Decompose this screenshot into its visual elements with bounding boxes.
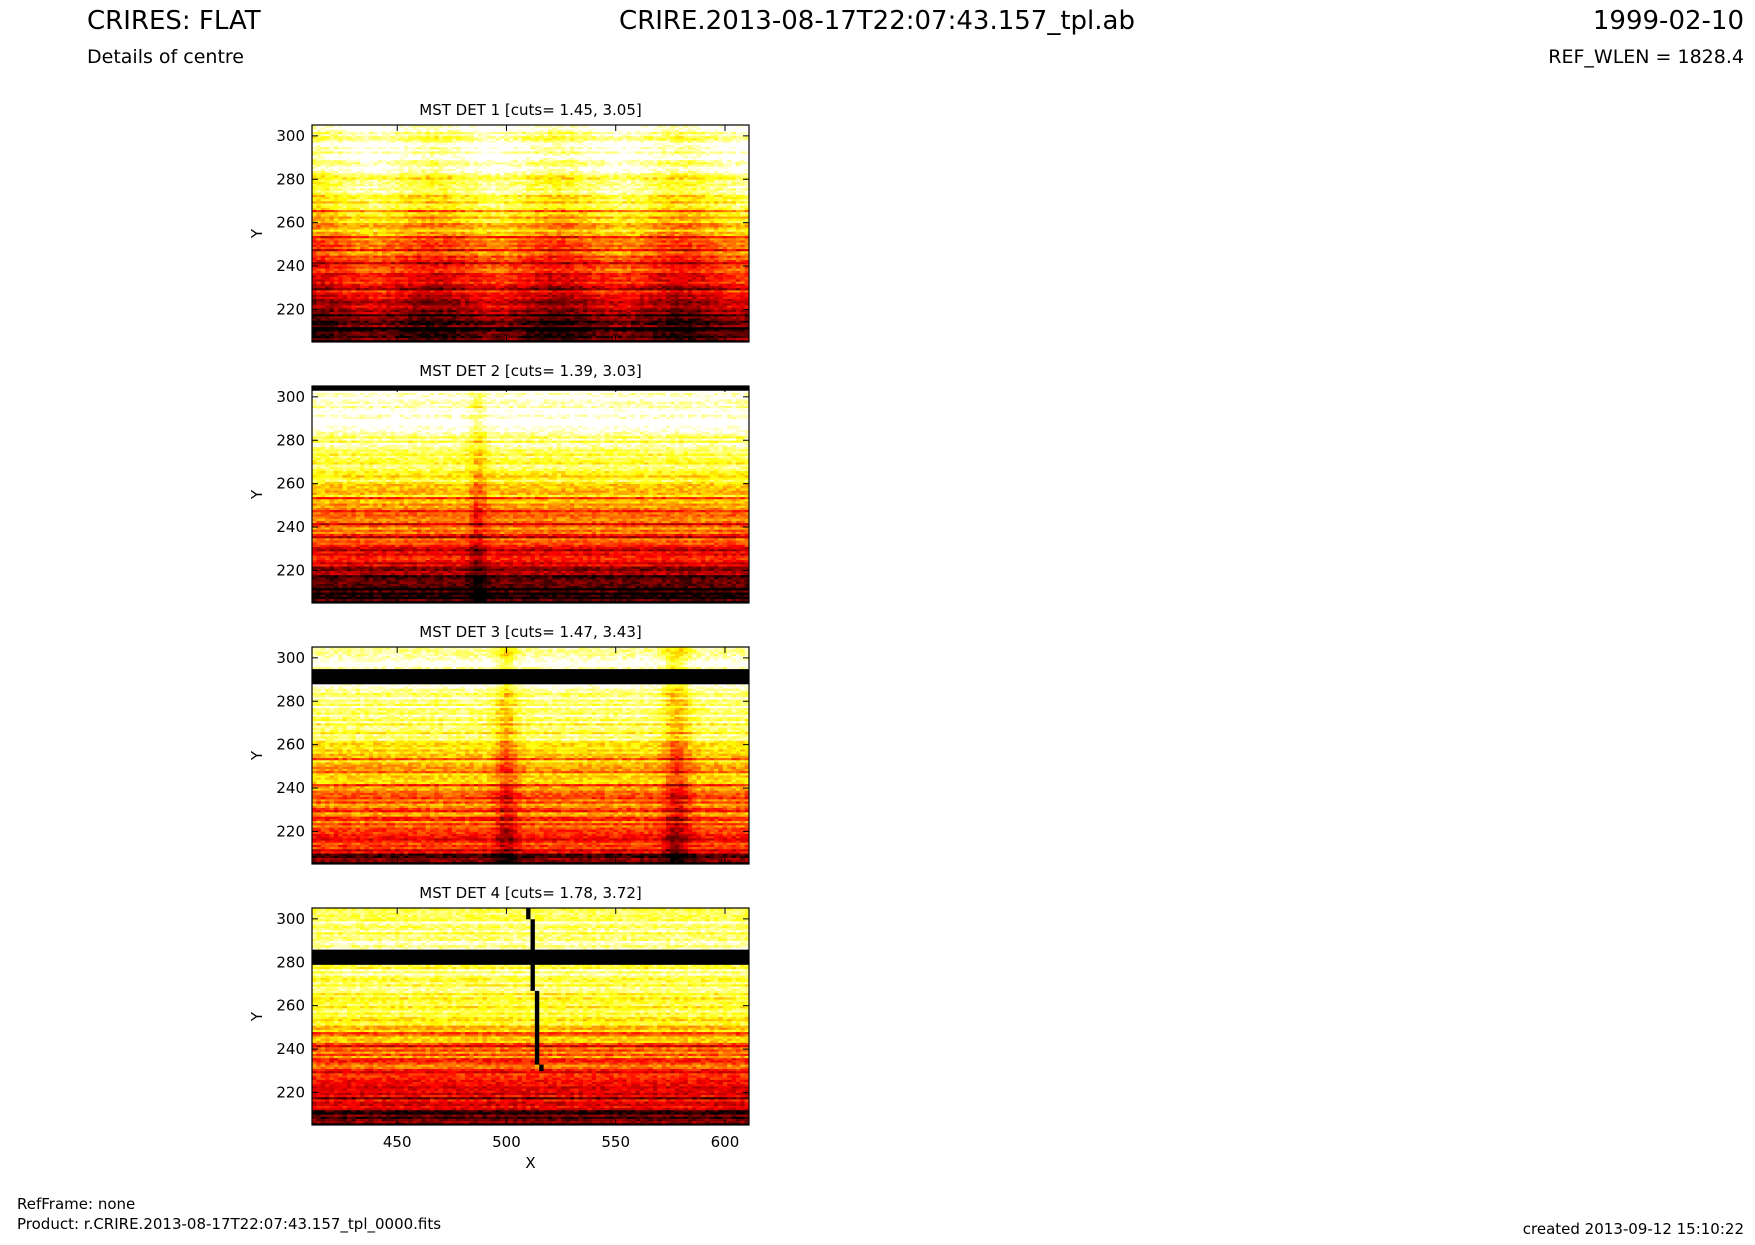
panel-title-3: MST DET 3 [cuts= 1.47, 3.43] [419,623,642,641]
y-tick-label: 280 [276,431,305,449]
y-tick-label: 260 [276,997,305,1015]
footer-refframe: RefFrame: none [17,1195,135,1213]
plot-frame-1 [311,124,750,343]
x-tick-label: 500 [492,1133,521,1151]
footer-created: created 2013-09-12 15:10:22 [1523,1220,1744,1238]
y-tick-label: 300 [276,910,305,928]
plot-frame-3 [311,646,750,865]
y-tick-label: 240 [276,518,305,536]
frame-name: CRIRE.2013-08-17T22:07:43.157_tpl.ab [619,6,1135,36]
x-tick-label: 450 [383,1133,412,1151]
heatmap-image-2 [312,386,750,604]
y-tick-label: 260 [276,736,305,754]
heatmap-image-4 [312,908,750,1126]
y-tick-label: 300 [276,388,305,406]
y-axis-label: Y [248,228,266,239]
y-tick-label: 220 [276,561,305,579]
y-tick-label: 220 [276,822,305,840]
detector-panel-4: 220 240 260 280 300 450 500 550 600 MST DET 4 [cu… [248,884,750,1172]
y-tick-label: 260 [276,475,305,493]
footer-product: Product: r.CRIRE.2013-08-17T22:07:43.157… [17,1215,441,1233]
y-tick-label: 220 [276,1083,305,1101]
y-tick-label: 240 [276,1040,305,1058]
plot-frame-2 [311,385,750,604]
y-tick-label: 240 [276,779,305,797]
y-tick-label: 300 [276,649,305,667]
y-tick-label: 240 [276,257,305,275]
heatmap-image-3 [312,647,750,865]
panel-title-1: MST DET 1 [cuts= 1.45, 3.05] [419,101,642,119]
detector-panel-3: 220 240 260 280 300 MST DET 3 [cuts= 1.47, 3.… [248,623,750,865]
x-tick-label: 550 [601,1133,630,1151]
x-tick-label: 600 [711,1133,740,1151]
detector-panel-1: 220 240 260 280 300 MST DET 1 [cuts= 1.45, 3.… [248,101,750,343]
report-title: CRIRES: FLAT [87,6,261,36]
y-axis-label: Y [248,489,266,500]
y-axis-label: Y [248,750,266,761]
panel-title-2: MST DET 2 [cuts= 1.39, 3.03] [419,362,642,380]
heatmap-image-1 [312,125,750,343]
y-tick-label: 280 [276,953,305,971]
y-tick-label: 280 [276,170,305,188]
panel-title-4: MST DET 4 [cuts= 1.78, 3.72] [419,884,642,902]
y-tick-label: 300 [276,127,305,145]
detector-panel-2: 220 240 260 280 300 MST DET 2 [cuts= 1.39, 3.… [248,362,750,604]
observation-date: 1999-02-10 [1593,6,1744,36]
plot-frame-4 [311,907,750,1126]
y-axis-label: Y [248,1011,266,1022]
reference-wavelength: REF_WLEN = 1828.4 [1548,46,1744,68]
y-tick-label: 260 [276,214,305,232]
report-subtitle: Details of centre [87,46,244,68]
y-tick-label: 280 [276,692,305,710]
y-tick-label: 220 [276,300,305,318]
x-axis-label: X [525,1154,535,1172]
